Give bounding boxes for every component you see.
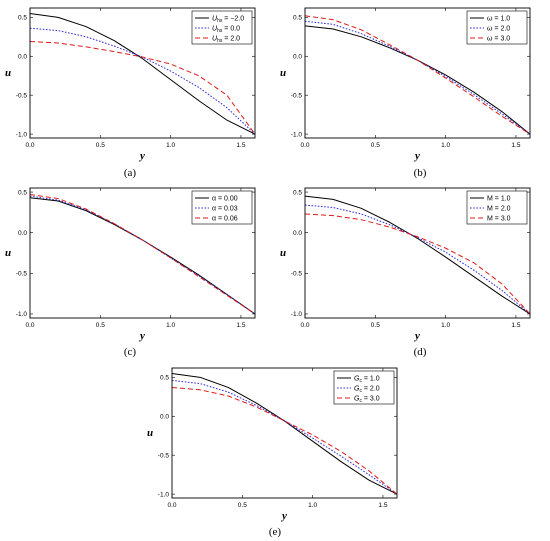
legend-label-1: Gc = 1.0 bbox=[354, 375, 380, 384]
chart-svg: 0.0 0.5 1.0 1.5 0.5 0.0 -0.5 -1.0 y u ω = 1.0 ω = 2… bbox=[280, 7, 531, 162]
caption-b: (b) bbox=[413, 167, 427, 179]
x-tick-label: 1.5 bbox=[236, 322, 245, 329]
caption-c: (c) bbox=[123, 346, 137, 358]
x-tick-label: 0.5 bbox=[238, 502, 247, 509]
chart-panel-b: 0.0 0.5 1.0 1.5 0.5 0.0 -0.5 -1.0 y u ω = 1.0 ω = 2… bbox=[275, 0, 550, 180]
x-tick-label: 0.0 bbox=[300, 322, 309, 329]
y-tick-label: -1.0 bbox=[291, 311, 303, 318]
x-tick-label: 1.0 bbox=[441, 142, 450, 149]
chart-svg: 0.0 0.5 1.0 1.5 0.5 0.0 -0.5 -1.0 y u M = 1.0 M = 2… bbox=[280, 187, 531, 342]
y-tick-label: 0.5 bbox=[160, 375, 169, 382]
legend-label-3: α = 0.06 bbox=[212, 215, 238, 222]
legend: ω = 1.0 ω = 2.0 ω = 3.0 bbox=[466, 10, 528, 45]
legend-label-1: Uhs = −2.0 bbox=[212, 15, 244, 24]
x-axis-label: y bbox=[413, 330, 420, 342]
y-tick-label: 0.5 bbox=[293, 15, 302, 22]
y-tick-label: 0.5 bbox=[293, 189, 302, 196]
y-axis-label: u bbox=[147, 427, 153, 439]
chart-panel-d: 0.0 0.5 1.0 1.5 0.5 0.0 -0.5 -1.0 y u M = 1.0 M = 2… bbox=[275, 180, 550, 360]
legend-label-3: M = 3.0 bbox=[487, 215, 511, 222]
y-tick-label: 0.0 bbox=[293, 54, 302, 61]
y-tick-label: -1.0 bbox=[158, 491, 170, 498]
y-axis-label: u bbox=[280, 247, 286, 259]
legend-label-3: Gc = 3.0 bbox=[354, 395, 380, 404]
y-tick-label: 0.0 bbox=[18, 54, 27, 61]
series-line-1 bbox=[171, 372, 398, 495]
plot-frame bbox=[304, 187, 531, 319]
x-axis-label: y bbox=[413, 150, 420, 162]
plot-frame bbox=[29, 7, 256, 139]
y-tick-label: -0.5 bbox=[291, 271, 303, 278]
legend-label-2: Uhs = 0.0 bbox=[212, 25, 240, 34]
y-tick-label: -0.5 bbox=[16, 92, 28, 99]
x-axis-label: y bbox=[138, 330, 145, 342]
x-tick-label: 1.0 bbox=[166, 322, 175, 329]
x-tick-label: 1.0 bbox=[166, 142, 175, 149]
legend-label-2: M = 2.0 bbox=[487, 205, 511, 212]
series-line-3 bbox=[304, 15, 531, 135]
y-tick-label: 0.5 bbox=[18, 189, 27, 196]
plot-frame bbox=[304, 7, 531, 139]
legend: M = 1.0 M = 2.0 M = 3.0 bbox=[466, 190, 528, 225]
x-axis-label: y bbox=[280, 510, 287, 522]
y-tick-label: 0.0 bbox=[18, 230, 27, 237]
x-tick-label: 0.5 bbox=[96, 322, 105, 329]
x-tick-label: 1.0 bbox=[441, 322, 450, 329]
legend-label-2: Gc = 2.0 bbox=[354, 385, 380, 394]
series-line-2 bbox=[304, 204, 531, 315]
y-axis-label: u bbox=[5, 247, 11, 259]
caption-e: (e) bbox=[268, 526, 282, 538]
legend-label-3: Uhs = 2.0 bbox=[212, 35, 240, 44]
x-tick-label: 0.5 bbox=[371, 142, 380, 149]
legend: α = 0.00 α = 0.03 α = 0.06 bbox=[191, 190, 253, 225]
series-line-2 bbox=[304, 20, 531, 135]
x-tick-label: 0.0 bbox=[167, 502, 176, 509]
y-axis-label: u bbox=[5, 67, 11, 79]
chart-panel-c: 0.0 0.5 1.0 1.5 0.5 0.0 -0.5 -1.0 y u α = 0.00 α = … bbox=[0, 180, 275, 360]
series-line-3 bbox=[304, 213, 531, 315]
legend-label-1: M = 1.0 bbox=[487, 195, 511, 202]
x-tick-label: 1.5 bbox=[511, 142, 520, 149]
plot-frame bbox=[171, 367, 398, 499]
x-tick-label: 0.0 bbox=[300, 142, 309, 149]
x-axis-label: y bbox=[138, 150, 145, 162]
chart-panel-a: 0.0 0.5 1.0 1.5 0.5 0.0 -0.5 -1.0 y u Uhs = −2.0 Uh… bbox=[0, 0, 275, 180]
y-tick-label: 0.5 bbox=[18, 15, 27, 22]
series-line-1 bbox=[304, 195, 531, 315]
y-tick-label: -0.5 bbox=[158, 452, 170, 459]
y-tick-label: -0.5 bbox=[291, 92, 303, 99]
caption-a: (a) bbox=[123, 167, 137, 179]
chart-panel-e: 0.0 0.5 1.0 1.5 0.5 0.0 -0.5 -1.0 y u Gc = 1.0 Gc =… bbox=[142, 360, 417, 541]
series-line-3 bbox=[29, 194, 256, 315]
y-tick-label: 0.0 bbox=[160, 414, 169, 421]
legend-label-1: ω = 1.0 bbox=[487, 15, 510, 22]
series-line-1 bbox=[29, 12, 256, 135]
legend-label-1: α = 0.00 bbox=[212, 195, 238, 202]
y-tick-label: -1.0 bbox=[16, 311, 28, 318]
x-tick-label: 0.5 bbox=[371, 322, 380, 329]
x-tick-label: 0.0 bbox=[25, 142, 34, 149]
legend-label-2: α = 0.03 bbox=[212, 205, 238, 212]
y-tick-label: 0.0 bbox=[293, 230, 302, 237]
x-tick-label: 1.5 bbox=[511, 322, 520, 329]
legend-label-2: ω = 2.0 bbox=[487, 25, 510, 32]
x-tick-label: 1.5 bbox=[378, 502, 387, 509]
x-tick-label: 0.0 bbox=[25, 322, 34, 329]
y-tick-label: -1.0 bbox=[16, 131, 28, 138]
plot-frame bbox=[29, 187, 256, 319]
y-tick-label: -0.5 bbox=[16, 271, 28, 278]
legend-label-3: ω = 3.0 bbox=[487, 35, 510, 42]
x-tick-label: 0.5 bbox=[96, 142, 105, 149]
series-line-3 bbox=[29, 40, 256, 135]
y-tick-label: -1.0 bbox=[291, 131, 303, 138]
x-tick-label: 1.0 bbox=[308, 502, 317, 509]
caption-d: (d) bbox=[413, 346, 427, 358]
legend: Gc = 1.0Gc = 2.0Gc = 3.0 bbox=[333, 370, 395, 405]
y-axis-label: u bbox=[280, 67, 286, 79]
x-tick-label: 1.5 bbox=[236, 142, 245, 149]
